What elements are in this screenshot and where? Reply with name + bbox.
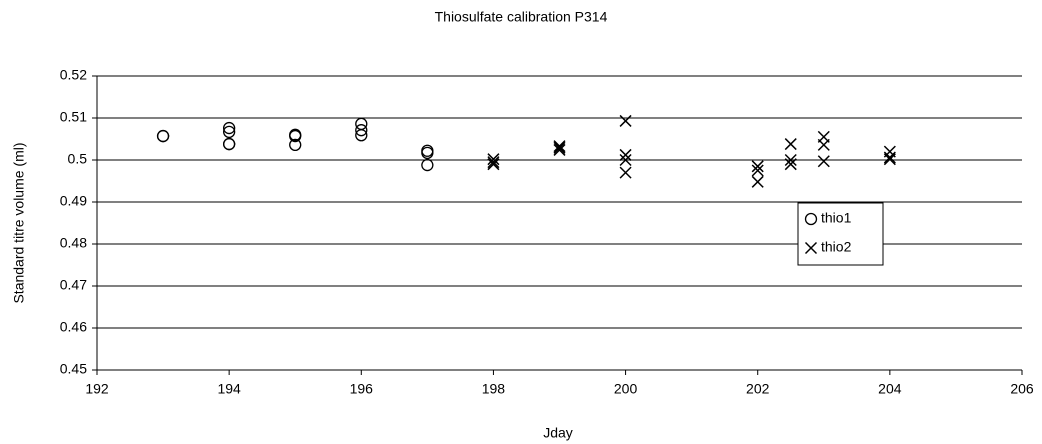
x-tick-label: 196 (350, 381, 374, 397)
point (619, 166, 632, 179)
chart-title: Thiosulfate calibration P314 (435, 9, 608, 25)
x-axis-label: Jday (543, 425, 573, 441)
point (156, 129, 170, 143)
x-tick-label: 202 (746, 381, 770, 397)
point (553, 141, 566, 154)
x-tick-label: 204 (878, 381, 902, 397)
point (751, 175, 764, 188)
point (817, 155, 830, 168)
point (817, 138, 830, 151)
point (355, 129, 368, 142)
legend-marker (804, 241, 818, 255)
point (751, 164, 764, 177)
y-tick-label: 0.5 (68, 151, 88, 167)
y-tick-label: 0.51 (60, 109, 87, 125)
legend-label: thio2 (821, 239, 852, 255)
point (784, 153, 797, 167)
point (421, 146, 434, 160)
x-tick-label: 194 (217, 381, 241, 397)
point (355, 124, 368, 137)
point (421, 158, 434, 172)
y-tick-label: 0.45 (60, 361, 87, 377)
point (222, 137, 236, 151)
x-tick-label: 206 (1010, 381, 1034, 397)
legend-marker (804, 212, 818, 226)
point (784, 138, 797, 151)
point (289, 138, 302, 152)
point (289, 129, 302, 143)
point (487, 156, 500, 169)
y-tick-label: 0.52 (60, 67, 87, 83)
point (619, 153, 632, 167)
legend-label: thio1 (821, 210, 852, 226)
point (619, 148, 632, 161)
y-axis-label: Standard titre volume (ml) (11, 142, 27, 303)
y-tick-label: 0.47 (60, 277, 87, 293)
point (751, 160, 764, 173)
y-tick-label: 0.49 (60, 193, 87, 209)
point (487, 153, 500, 166)
point (784, 158, 797, 171)
x-tick-label: 198 (482, 381, 506, 397)
point (355, 117, 368, 131)
point (883, 151, 896, 164)
y-tick-label: 0.48 (60, 235, 87, 251)
point (883, 153, 896, 166)
point (222, 121, 236, 135)
point (553, 140, 566, 153)
point (487, 158, 500, 171)
point (553, 143, 566, 156)
x-tick-label: 200 (614, 381, 638, 397)
y-tick-label: 0.46 (60, 319, 87, 335)
point (619, 114, 632, 127)
legend: thio1 thio2 (797, 202, 884, 266)
x-tick-label: 192 (85, 381, 109, 397)
point (222, 125, 236, 139)
